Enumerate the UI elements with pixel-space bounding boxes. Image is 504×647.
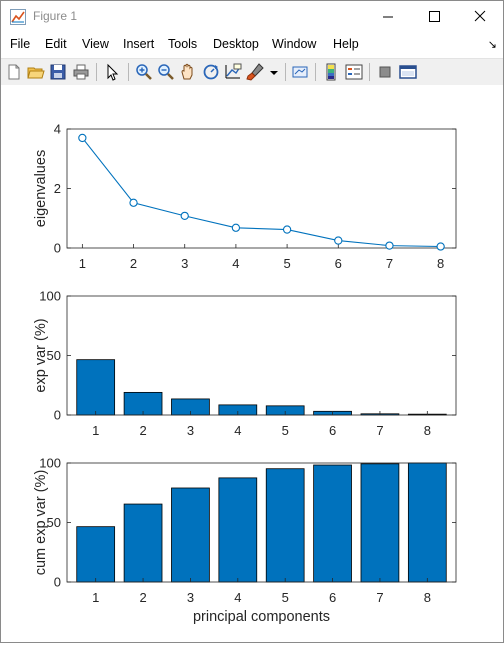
menu-bar: File Edit View Insert Tools Desktop Wind… bbox=[1, 35, 503, 55]
x-tick-label-1: 7 bbox=[386, 256, 393, 271]
x-tick-label-3: 7 bbox=[376, 590, 383, 605]
bar-3-2 bbox=[124, 504, 162, 582]
y-tick-label-3: 0 bbox=[54, 575, 61, 590]
bar-3-3 bbox=[171, 488, 209, 582]
title-bar[interactable]: Figure 1 bbox=[1, 1, 503, 33]
eigenvalue-line bbox=[82, 138, 440, 247]
menu-help[interactable]: Help bbox=[333, 37, 359, 51]
x-tick-label-1: 5 bbox=[283, 256, 290, 271]
new-figure-icon[interactable] bbox=[4, 62, 24, 82]
eigenvalue-point-3 bbox=[181, 212, 188, 219]
bar-3-4 bbox=[219, 478, 257, 582]
x-tick-label-2: 1 bbox=[92, 423, 99, 438]
eigenvalue-point-1 bbox=[79, 134, 86, 141]
show-plot-tools-icon[interactable] bbox=[398, 62, 418, 82]
open-file-icon[interactable] bbox=[26, 62, 46, 82]
hide-plot-tools-icon[interactable] bbox=[375, 62, 395, 82]
x-tick-label-2: 2 bbox=[139, 423, 146, 438]
zoom-out-icon[interactable] bbox=[156, 62, 176, 82]
x-tick-label-2: 8 bbox=[424, 423, 431, 438]
y-tick-label-2: 0 bbox=[54, 408, 61, 423]
data-cursor-icon[interactable] bbox=[223, 62, 243, 82]
x-tick-label-3: 6 bbox=[329, 590, 336, 605]
y-axis-label-1: eigenvalues bbox=[33, 150, 49, 227]
colorbar-icon[interactable] bbox=[321, 62, 341, 82]
x-tick-label-1: 3 bbox=[181, 256, 188, 271]
link-plot-icon[interactable] bbox=[290, 62, 310, 82]
toolbar-separator bbox=[285, 63, 286, 81]
menu-overflow-icon[interactable]: ↘ bbox=[488, 38, 497, 51]
save-icon[interactable] bbox=[48, 62, 68, 82]
legend-icon[interactable] bbox=[344, 62, 364, 82]
x-tick-label-2: 3 bbox=[187, 423, 194, 438]
x-tick-label-2: 4 bbox=[234, 423, 241, 438]
bar-3-6 bbox=[314, 465, 352, 582]
x-tick-label-3: 1 bbox=[92, 590, 99, 605]
figure-canvas[interactable]: 0 2 4 1 2 3 4 5 6 7 8 eigenvalues 0 50 100 1 2 3 4 5 6 7 8 exp … bbox=[1, 85, 503, 642]
x-tick-label-2: 6 bbox=[329, 423, 336, 438]
rotate-3d-icon[interactable] bbox=[201, 62, 221, 82]
bar-3-5 bbox=[266, 469, 304, 582]
menu-edit[interactable]: Edit bbox=[45, 37, 67, 51]
eigenvalue-point-7 bbox=[386, 242, 393, 249]
menu-view[interactable]: View bbox=[82, 37, 109, 51]
bar-3-1 bbox=[77, 527, 115, 582]
brush-icon[interactable] bbox=[245, 62, 265, 82]
eigenvalue-point-8 bbox=[437, 243, 444, 250]
close-icon bbox=[457, 1, 503, 33]
bar-3-7 bbox=[361, 464, 399, 582]
menu-tools[interactable]: Tools bbox=[168, 37, 197, 51]
toolbar-separator bbox=[96, 63, 97, 81]
toolbar-separator bbox=[369, 63, 370, 81]
eigenvalue-point-2 bbox=[130, 199, 137, 206]
y-tick-label-1: 4 bbox=[54, 122, 61, 137]
brush-dropdown-icon[interactable] bbox=[267, 62, 281, 82]
y-axis-label-2: exp var (%) bbox=[33, 318, 49, 392]
menu-insert[interactable]: Insert bbox=[123, 37, 154, 51]
x-tick-label-3: 4 bbox=[234, 590, 241, 605]
zoom-in-icon[interactable] bbox=[134, 62, 154, 82]
menu-file[interactable]: File bbox=[10, 37, 30, 51]
pan-icon[interactable] bbox=[178, 62, 198, 82]
y-axis-label-3: cum exp var (%) bbox=[33, 470, 49, 576]
x-tick-label-1: 4 bbox=[232, 256, 239, 271]
matlab-figure-icon bbox=[10, 9, 26, 25]
y-tick-label-1: 2 bbox=[54, 181, 61, 196]
eigenvalue-point-6 bbox=[335, 237, 342, 244]
x-tick-label-1: 6 bbox=[335, 256, 342, 271]
y-tick-label-2: 100 bbox=[39, 289, 61, 304]
minimize-icon bbox=[365, 1, 411, 33]
y-tick-label-3: 100 bbox=[39, 456, 61, 471]
bar-2-1 bbox=[77, 360, 115, 415]
x-tick-label-3: 5 bbox=[282, 590, 289, 605]
minimize-button[interactable] bbox=[365, 1, 411, 33]
pointer-icon[interactable] bbox=[102, 62, 122, 82]
maximize-icon bbox=[411, 1, 457, 33]
x-tick-label-2: 7 bbox=[376, 423, 383, 438]
x-tick-label-1: 1 bbox=[79, 256, 86, 271]
axes-box-1 bbox=[67, 129, 456, 248]
menu-desktop[interactable]: Desktop bbox=[213, 37, 259, 51]
figure-toolbar bbox=[1, 58, 503, 86]
print-icon[interactable] bbox=[71, 62, 91, 82]
x-tick-label-2: 5 bbox=[282, 423, 289, 438]
x-tick-label-3: 3 bbox=[187, 590, 194, 605]
y-tick-label-1: 0 bbox=[54, 241, 61, 256]
x-tick-label-1: 2 bbox=[130, 256, 137, 271]
eigenvalue-point-5 bbox=[283, 226, 290, 233]
close-button[interactable] bbox=[457, 1, 503, 33]
toolbar-separator bbox=[315, 63, 316, 81]
window-title: Figure 1 bbox=[33, 9, 77, 23]
bar-3-8 bbox=[408, 463, 446, 582]
eigenvalue-point-4 bbox=[232, 224, 239, 231]
menu-window[interactable]: Window bbox=[272, 37, 316, 51]
toolbar-separator bbox=[128, 63, 129, 81]
x-tick-label-3: 8 bbox=[424, 590, 431, 605]
maximize-button[interactable] bbox=[411, 1, 457, 33]
x-tick-label-3: 2 bbox=[139, 590, 146, 605]
x-axis-label-3: principal components bbox=[193, 609, 330, 625]
x-tick-label-1: 8 bbox=[437, 256, 444, 271]
